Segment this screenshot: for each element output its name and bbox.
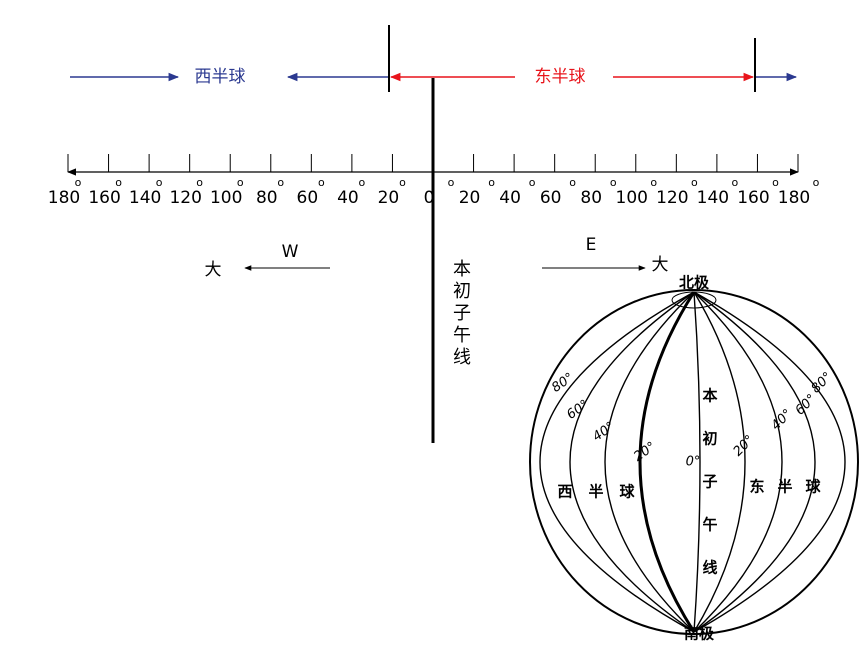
meridian — [693, 291, 783, 633]
scale-label: 120 — [169, 188, 201, 208]
scale-label: 180 — [48, 188, 80, 208]
degree-mark: o — [650, 176, 657, 189]
degree-mark: o — [813, 176, 820, 189]
degree-mark: o — [691, 176, 698, 189]
meridian — [638, 291, 696, 633]
degree-mark: o — [448, 176, 455, 189]
scale-label: 160 — [737, 188, 769, 208]
east-hemisphere-char: 半 — [777, 478, 792, 496]
west-hemisphere: 西半球 — [195, 67, 246, 87]
latitude-label: 40° — [769, 407, 796, 434]
globe: 北极 南极 80°60°40°20° 0°20°40°60°80°西半球东半球本初… — [529, 274, 859, 643]
degree-mark: o — [75, 176, 82, 189]
latitude-label: 20° — [731, 433, 758, 460]
degree-mark: o — [237, 176, 244, 189]
degree-mark: o — [399, 176, 406, 189]
scale-label: 120 — [656, 188, 688, 208]
degree-mark: o — [529, 176, 536, 189]
globe-prime-meridian-char: 午 — [702, 516, 717, 534]
scale-label: 0 — [424, 188, 435, 208]
meridian — [693, 291, 816, 633]
scale-label: 140 — [129, 188, 161, 208]
larger-label: 大 — [205, 260, 222, 280]
latitude-label: 40° — [590, 419, 617, 445]
scale-label: 80 — [580, 188, 602, 208]
scale-label: 180 — [778, 188, 810, 208]
degree-mark: o — [115, 176, 122, 189]
globe-prime-meridian-char: 子 — [702, 473, 717, 491]
east-hemisphere-char: 球 — [805, 478, 821, 496]
degree-mark: o — [610, 176, 617, 189]
scale-label: 20 — [378, 188, 400, 208]
degree-mark: o — [569, 176, 576, 189]
east-label: E — [586, 235, 597, 255]
prime-meridian-char: 子 — [453, 303, 471, 324]
degree-mark: o — [772, 176, 779, 189]
globe-prime-meridian-char: 线 — [702, 559, 717, 577]
globe-outline — [529, 289, 859, 635]
meridian — [693, 291, 746, 633]
scale-label: 60 — [297, 188, 319, 208]
degree-mark: o — [156, 176, 163, 189]
pole-cap — [671, 291, 717, 309]
scale-label: 60 — [540, 188, 562, 208]
latitude-label: 20° — [631, 439, 658, 465]
latitude-label: 80° — [809, 370, 836, 397]
scale: 180o160o140o120o100o80o60o40o20o0o20o40o… — [48, 154, 820, 208]
scale-label: 80 — [256, 188, 278, 208]
scale-label: 40 — [499, 188, 521, 208]
meridian — [604, 291, 695, 633]
scale-label: 20 — [459, 188, 481, 208]
degree-mark: o — [359, 176, 366, 189]
meridian — [569, 291, 695, 633]
west-hemisphere-char: 球 — [619, 483, 635, 501]
larger-label: 大 — [652, 255, 669, 275]
degree-mark: o — [277, 176, 284, 189]
north-pole: 北极 — [679, 274, 710, 292]
globe-prime-meridian-char: 本 — [702, 387, 717, 405]
meridian — [693, 291, 701, 633]
meridian — [539, 291, 695, 633]
degree-mark: o — [196, 176, 203, 189]
scale-label: 40 — [337, 188, 359, 208]
degree-mark: o — [488, 176, 495, 189]
latitude-label: 60° — [564, 397, 591, 423]
meridian — [693, 291, 846, 633]
west-label: W — [282, 242, 299, 262]
scale-label: 140 — [697, 188, 729, 208]
scale-label: 160 — [88, 188, 120, 208]
east-hemisphere: 东半球 — [535, 67, 586, 87]
prime-meridian-char: 初 — [453, 281, 471, 302]
west-hemisphere-char: 半 — [588, 483, 603, 501]
prime-meridian-char: 线 — [453, 347, 471, 368]
prime-meridian-char: 午 — [453, 325, 471, 346]
degree-mark: o — [732, 176, 739, 189]
scale-label: 100 — [210, 188, 242, 208]
globe-prime-meridian-char: 初 — [702, 430, 717, 448]
prime-meridian-char: 本 — [453, 259, 471, 280]
scale-label: 100 — [616, 188, 648, 208]
west-hemisphere-char: 西 — [557, 483, 572, 501]
east-hemisphere-char: 东 — [749, 478, 764, 496]
latitude-label: 0° — [686, 455, 701, 470]
degree-mark: o — [318, 176, 325, 189]
